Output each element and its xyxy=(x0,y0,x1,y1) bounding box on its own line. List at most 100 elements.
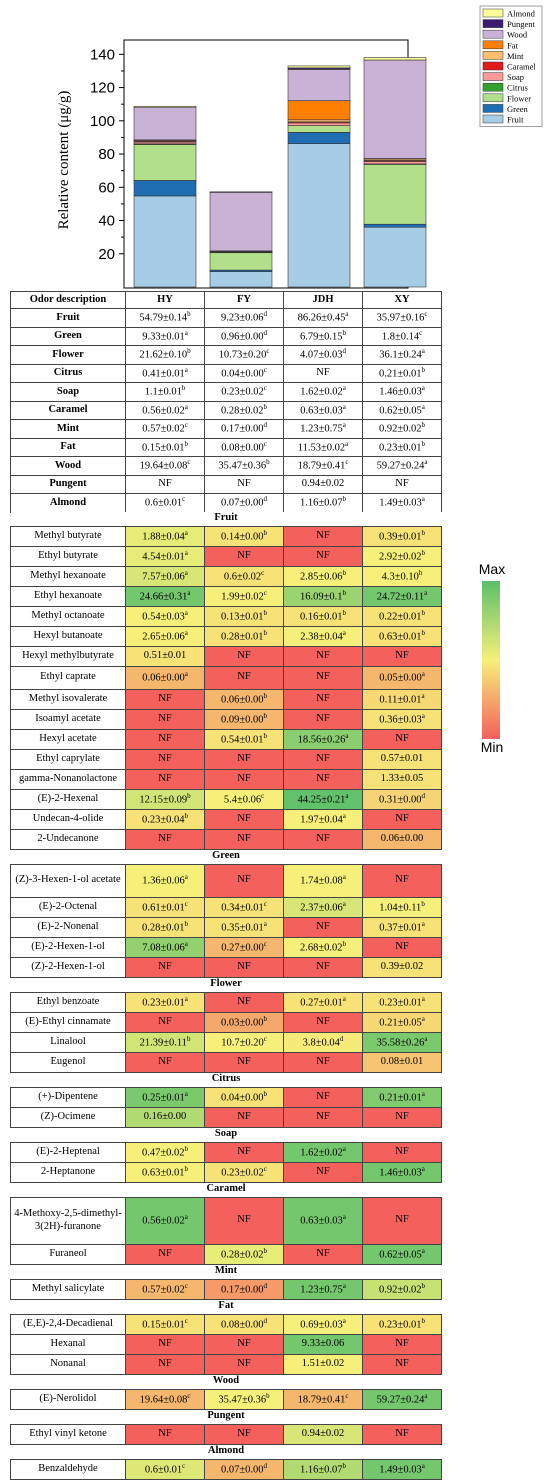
heatmap-cell: NF xyxy=(125,1051,205,1073)
heatmap-cell: 1.88±0.04a xyxy=(125,525,205,547)
significance-letter: c xyxy=(263,439,267,448)
heatmap-cell: 9.33±0.06 xyxy=(283,1333,363,1355)
heatmap-cell: 0.63±0.01b xyxy=(125,1161,205,1183)
significance-letter: a xyxy=(184,402,188,411)
table-row: Eugenol NF NF NF 0.08±0.01 xyxy=(10,1051,442,1073)
significance-letter: b xyxy=(184,919,189,928)
cell-value: NF xyxy=(316,1015,330,1027)
cell-value: NF xyxy=(316,772,330,784)
compound-label: Linalool xyxy=(10,1031,126,1053)
heatmap-cell: NF xyxy=(204,956,284,978)
cell-value: 10.7±0.20 xyxy=(221,1037,264,1049)
bar-segment-fruit-fy xyxy=(209,271,273,288)
compound-label: Hexyl butanoate xyxy=(10,625,126,647)
significance-letter: b xyxy=(263,608,268,617)
summary-cell: 0.23±0.02c xyxy=(204,382,284,402)
table-row: (E)-2-Nonenal 0.28±0.01b 0.35±0.01a NF 0.37±… xyxy=(10,916,442,938)
significance-letter: c xyxy=(345,1391,349,1400)
cell-value: 0.23±0.04 xyxy=(141,814,185,826)
heatmap-cell: 1.99±0.02c xyxy=(204,585,284,607)
cell-value: NF xyxy=(395,874,409,886)
bar-segment-wood-xy xyxy=(363,59,427,159)
table-row: Methyl octanoate 0.54±0.03a 0.13±0.01b 0.16… xyxy=(10,605,442,627)
summary-cell: 0.6±0.01c xyxy=(125,493,205,513)
cell-value: 2.85±0.06 xyxy=(299,571,343,583)
table-row: Nonanal NF NF 1.51±0.02 NF xyxy=(10,1353,442,1375)
significance-letter: a xyxy=(342,1144,346,1153)
cell-value: 0.92±0.02 xyxy=(378,423,422,435)
cell-value: NF xyxy=(395,1427,409,1439)
significance-letter: b xyxy=(263,1014,268,1023)
cell-value: 11.53±0.02 xyxy=(297,442,346,454)
cell-value: NF xyxy=(237,1357,251,1369)
significance-letter: b xyxy=(184,811,189,820)
cell-value: NF xyxy=(316,1110,330,1122)
cell-value: 0.28±0.02 xyxy=(220,405,264,417)
summary-cell: 0.62±0.05a xyxy=(362,400,442,420)
significance-letter: b xyxy=(187,310,191,319)
significance-letter: a xyxy=(421,711,425,720)
cell-value: NF xyxy=(316,752,330,764)
heatmap-cell: 0.27±0.01a xyxy=(283,991,363,1013)
heatmap-cell: 12.15±0.09b xyxy=(125,788,205,810)
summary-header-row: Odor description HY FY JDH XY xyxy=(10,291,442,309)
cell-value: 0.04±0.00 xyxy=(220,1092,264,1104)
compound-label: Eugenol xyxy=(10,1051,126,1073)
y-tick-label: 60 xyxy=(98,179,115,196)
cell-value: 0.07±0.00 xyxy=(220,497,264,509)
cell-value: 9.23±0.06 xyxy=(220,312,264,324)
compound-label: Methyl hexanoate xyxy=(10,565,126,587)
cell-value: 0.03±0.00 xyxy=(220,1017,264,1029)
table-row: (E)-2-Hexenal 12.15±0.09b 5.4±0.06c 44.25±0… xyxy=(10,788,442,810)
heatmap-cell: NF xyxy=(283,545,363,567)
cell-value: 1.33±0.05 xyxy=(380,772,424,784)
significance-letter: a xyxy=(342,994,346,1003)
bar-segment-soap-jdh xyxy=(287,122,351,126)
cell-value: 0.36±0.03 xyxy=(379,714,422,726)
heatmap-cell: 0.39±0.02 xyxy=(362,956,442,978)
column-header: FY xyxy=(204,291,284,309)
summary-cell: 0.96±0.00d xyxy=(204,326,284,346)
heatmap-cell: 0.09±0.00b xyxy=(204,708,284,730)
compound-label: Isoamyl acetate xyxy=(10,708,126,730)
bar-segment-flower-xy xyxy=(363,163,427,225)
significance-letter: a xyxy=(263,919,267,928)
heatmap-cell: 0.06±0.00a xyxy=(125,665,205,690)
heatmap-cell: 0.37±0.01a xyxy=(362,916,442,938)
y-tick-label: 100 xyxy=(90,113,115,130)
cell-value: 1.62±0.02 xyxy=(300,1147,343,1159)
heatmap-cell: 1.74±0.08a xyxy=(283,863,363,898)
cell-value: 1.46±0.03 xyxy=(379,386,422,398)
scale-min-label: Min xyxy=(480,739,504,755)
summary-cell: 0.08±0.00c xyxy=(204,437,284,457)
odor-label: Flower xyxy=(10,345,126,365)
significance-letter: a xyxy=(184,670,188,679)
cell-value: 0.39±0.02 xyxy=(380,960,424,972)
summary-cell: 59.27±0.24a xyxy=(362,456,442,476)
cell-value: 21.39±0.11 xyxy=(139,1037,187,1049)
summary-cell: 1.46±0.03a xyxy=(362,382,442,402)
table-row: (Z)-2-Hexen-1-ol NF NF NF 0.39±0.02 xyxy=(10,956,442,978)
cell-value: 0.21±0.05 xyxy=(379,1017,422,1029)
heatmap-cell: NF xyxy=(283,768,363,790)
significance-letter: b xyxy=(342,495,347,504)
heatmap-cell: NF xyxy=(204,808,284,830)
compound-label: (Z)-2-Hexen-1-ol xyxy=(10,956,126,978)
significance-letter: b xyxy=(342,608,347,617)
section-row: Wood xyxy=(10,1374,442,1389)
cell-value: 1.97±0.04 xyxy=(300,814,343,826)
significance-letter: d xyxy=(263,328,268,337)
legend-swatch-caramel xyxy=(482,61,504,71)
cell-value: NF xyxy=(316,832,330,844)
heatmap-cell: 1.36±0.06a xyxy=(125,863,205,898)
cell-value: 0.57±0.02 xyxy=(142,423,185,435)
legend-label-citrus: Citrus xyxy=(507,83,528,93)
significance-letter: a xyxy=(345,731,349,740)
scale-gradient-bar xyxy=(482,581,500,739)
cell-value: NF xyxy=(395,478,409,490)
odor-label: Fruit xyxy=(10,308,126,328)
heatmap-cell: 0.21±0.01a xyxy=(362,1086,442,1108)
compound-label: Methyl salicylate xyxy=(10,1278,126,1300)
table-row: Wood 19.64±0.08c 35.47±0.36b 18.79±0.41c 59.… xyxy=(10,456,442,476)
significance-letter: a xyxy=(421,347,425,356)
